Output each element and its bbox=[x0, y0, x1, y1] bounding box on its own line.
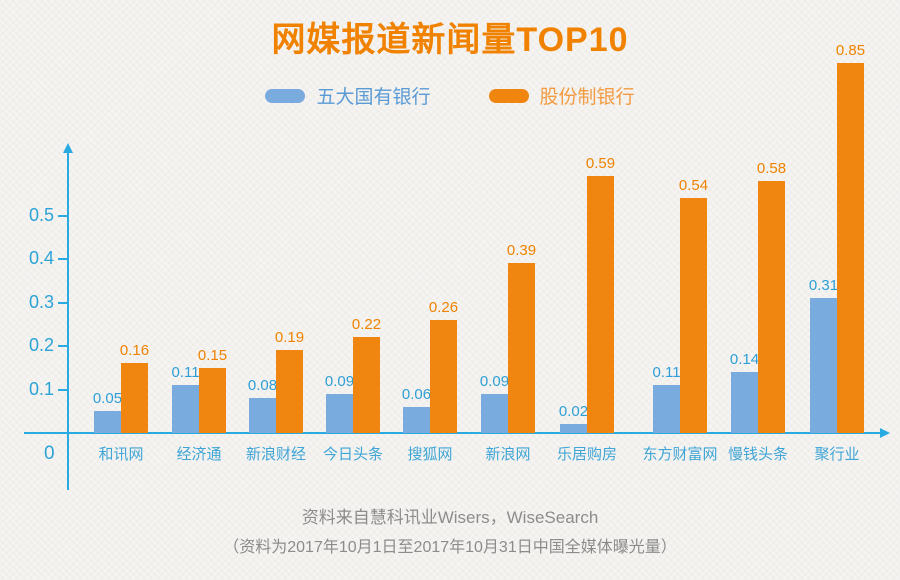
y-axis-zero-label: 0 bbox=[44, 443, 55, 464]
category-label: 今日头条 bbox=[322, 446, 383, 463]
category-label: 新浪财经 bbox=[245, 446, 306, 463]
category-label: 新浪网 bbox=[485, 446, 531, 463]
x-axis-line bbox=[24, 432, 882, 434]
y-tick-label: 0.2 bbox=[28, 335, 54, 355]
bar-value-label: 0.09 bbox=[324, 373, 355, 390]
bar-orange bbox=[430, 320, 457, 433]
bar-value-label: 0.85 bbox=[835, 42, 866, 59]
legend-swatch-blue bbox=[265, 88, 306, 103]
bar-blue bbox=[172, 385, 199, 433]
y-tick-mark bbox=[58, 258, 67, 260]
bar-value-label: 0.15 bbox=[197, 347, 228, 364]
bar-value-label: 0.39 bbox=[506, 242, 537, 259]
x-axis-arrow-icon bbox=[880, 428, 890, 438]
bar-blue bbox=[481, 394, 508, 433]
bar-value-label: 0.59 bbox=[585, 155, 616, 172]
bar-blue bbox=[810, 298, 837, 433]
y-tick-mark bbox=[58, 345, 67, 347]
category-label: 东方财富网 bbox=[642, 446, 718, 463]
legend-label-state-banks: 五大国有银行 bbox=[316, 87, 431, 108]
category-label: 经济通 bbox=[176, 446, 222, 463]
bar-value-label: 0.05 bbox=[92, 390, 123, 407]
bar-orange bbox=[353, 337, 380, 433]
bar-value-label: 0.11 bbox=[171, 364, 200, 381]
bar-orange bbox=[680, 198, 707, 433]
bar-value-label: 0.09 bbox=[479, 373, 510, 390]
category-label: 乐居购房 bbox=[556, 446, 617, 463]
bar-value-label: 0.16 bbox=[119, 342, 150, 359]
bar-value-label: 0.58 bbox=[756, 160, 787, 177]
bar-value-label: 0.54 bbox=[678, 177, 709, 194]
bar-value-label: 0.19 bbox=[274, 329, 305, 346]
note-line: （资料为2017年10月1日至2017年10月31日中国全媒体曝光量） bbox=[223, 539, 677, 556]
y-tick-label: 0.3 bbox=[28, 291, 54, 312]
bar-orange bbox=[837, 63, 864, 433]
y-axis-line bbox=[67, 152, 69, 490]
chart-title: 网媒报道新闻量TOP10 bbox=[271, 21, 629, 59]
bar-value-label: 0.26 bbox=[428, 299, 459, 316]
legend-label-jointstock-banks: 股份制银行 bbox=[539, 87, 635, 108]
y-tick-label: 0.1 bbox=[28, 378, 54, 399]
legend: 五大国有银行 股份制银行 bbox=[0, 82, 900, 109]
y-axis-arrow-icon bbox=[63, 143, 73, 153]
bar-orange bbox=[276, 350, 303, 433]
footer: 资料来自慧科讯业Wisers，WiseSearch （资料为2017年10月1日… bbox=[0, 503, 900, 563]
bar-blue bbox=[326, 394, 353, 433]
bar-blue bbox=[403, 407, 430, 433]
bar-value-label: 0.14 bbox=[729, 351, 760, 368]
bar-blue bbox=[731, 372, 758, 433]
bar-orange bbox=[121, 363, 148, 433]
bar-value-label: 0.08 bbox=[247, 377, 278, 394]
category-label: 和讯网 bbox=[98, 446, 144, 463]
bar-value-label: 0.06 bbox=[401, 386, 432, 403]
y-tick-mark bbox=[58, 388, 67, 391]
category-label: 搜狐网 bbox=[407, 446, 453, 463]
bar-blue bbox=[653, 385, 680, 433]
bar-value-label: 0.11 bbox=[652, 364, 681, 381]
bar-value-label: 0.22 bbox=[351, 316, 382, 333]
bar-blue bbox=[249, 398, 276, 433]
bar-blue bbox=[560, 424, 587, 433]
category-label: 慢钱头条 bbox=[727, 446, 788, 463]
bar-orange bbox=[508, 263, 535, 433]
bar-orange bbox=[758, 181, 785, 433]
category-label: 聚行业 bbox=[814, 446, 860, 463]
bar-value-label: 0.31 bbox=[808, 277, 839, 294]
bar-value-label: 0.02 bbox=[558, 403, 589, 420]
y-tick-label: 0.5 bbox=[28, 204, 54, 225]
bar-orange bbox=[199, 368, 226, 433]
y-tick-mark bbox=[58, 301, 67, 304]
source-line: 资料来自慧科讯业Wisers，WiseSearch bbox=[301, 508, 599, 527]
legend-item-state-banks: 五大国有银行 bbox=[265, 82, 431, 109]
bar-orange bbox=[587, 176, 614, 433]
y-tick-mark bbox=[58, 214, 67, 217]
y-tick-label: 0.4 bbox=[28, 248, 54, 268]
bar-blue bbox=[94, 411, 121, 433]
legend-item-jointstock-banks: 股份制银行 bbox=[488, 82, 635, 109]
legend-swatch-orange bbox=[488, 88, 529, 103]
